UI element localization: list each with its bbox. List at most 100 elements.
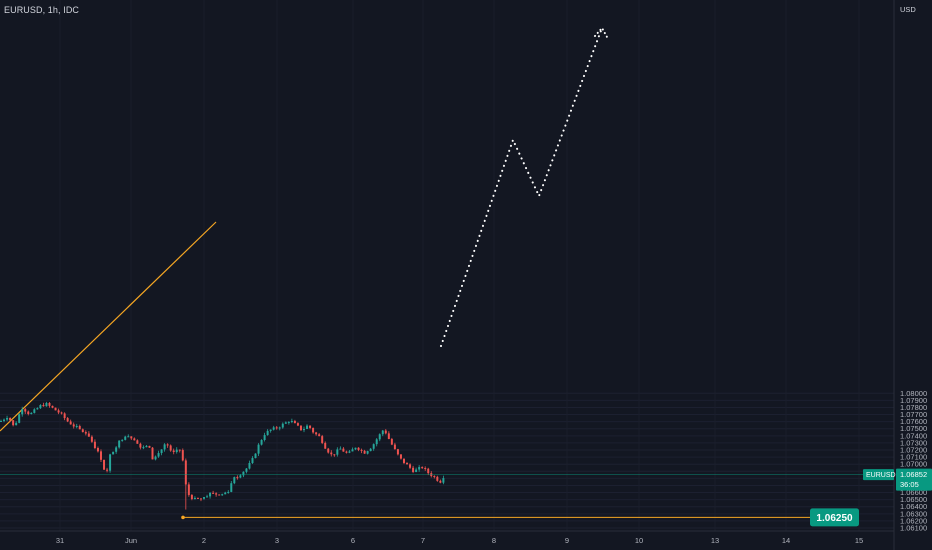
candle-down [60, 412, 63, 414]
time-tick-label: Jun [125, 536, 137, 545]
candle-down [51, 405, 54, 408]
candle-up [281, 423, 284, 428]
candle-down [357, 447, 360, 450]
candle-down [133, 438, 136, 441]
candle-down [42, 405, 45, 407]
candle-up [269, 429, 272, 431]
candle-up [369, 448, 372, 452]
level-label[interactable]: 1.06250 [810, 508, 859, 527]
candle-up [221, 494, 224, 496]
candle-down [72, 424, 75, 427]
candle-down [54, 407, 57, 411]
price-tick-label: 1.08000 [900, 389, 927, 398]
candle-down [390, 438, 393, 445]
candle-up [112, 451, 115, 455]
candle-down [190, 494, 193, 500]
candle-up [15, 422, 18, 426]
candle-down [96, 448, 99, 452]
candle-down [136, 440, 139, 444]
candle-down [212, 492, 215, 494]
time-tick-label: 8 [492, 536, 496, 545]
candle-up [290, 420, 293, 423]
candle-up [36, 408, 39, 410]
level-label-text: 1.06250 [816, 513, 853, 524]
price-tick-label: 1.06100 [900, 524, 927, 533]
candle-up [272, 427, 275, 430]
candle-up [284, 422, 287, 424]
candle-down [199, 498, 202, 500]
time-tick-label: 2 [202, 536, 206, 545]
candle-up [415, 469, 418, 473]
candle-up [251, 458, 254, 464]
candle-down [139, 443, 142, 448]
support-level-anchor[interactable] [181, 515, 185, 520]
candle-down [345, 451, 348, 453]
price-tick-label: 1.07000 [900, 460, 927, 469]
candle-up [163, 444, 166, 450]
candle-up [336, 449, 339, 455]
candle-down [48, 402, 51, 406]
price-tick-label: 1.07500 [900, 424, 927, 433]
candle-up [375, 439, 378, 445]
price-tick-label: 1.06600 [900, 488, 927, 497]
candle-up [121, 439, 124, 441]
current-price-countdown: 36:05 [900, 480, 919, 489]
candle-down [181, 450, 184, 461]
candle-up [118, 440, 121, 448]
candle-up [245, 468, 248, 472]
candle-down [275, 427, 278, 429]
price-tick-label: 1.07300 [900, 438, 927, 447]
candle-up [339, 448, 342, 450]
candle-down [166, 444, 169, 446]
chart-grid [0, 392, 894, 529]
candle-down [151, 447, 154, 460]
price-axis-currency: USD [900, 5, 916, 14]
candle-down [66, 418, 69, 422]
current-price-value: 1.06852 [900, 470, 927, 479]
candle-up [242, 471, 245, 476]
candle-down [424, 468, 427, 470]
candle-down [218, 494, 221, 496]
candle-up [145, 445, 148, 448]
candle-down [384, 430, 387, 434]
candle-up [154, 456, 157, 460]
symbol-info: EURUSD, 1h, IDC [4, 5, 80, 15]
price-axis-ticks: 1.080001.079001.078001.077001.076001.075… [900, 389, 927, 533]
time-axis-ticks: 31 Jun 2 3 6 7 8 9 10 13 14 15 [56, 536, 863, 545]
price-axis-panel[interactable] [894, 0, 932, 550]
candle-down [324, 442, 327, 449]
candle-down [90, 436, 93, 442]
projection-path[interactable] [440, 27, 603, 347]
candle-up [303, 428, 305, 431]
candle-down [78, 426, 81, 430]
candle-up [224, 492, 227, 495]
candlestick-series [0, 401, 445, 510]
candle-down [312, 427, 315, 433]
candle-down [172, 450, 175, 453]
candle-down [439, 480, 442, 483]
candle-down [93, 441, 96, 449]
candle-up [248, 463, 251, 469]
candle-up [306, 425, 309, 429]
candle-up [278, 427, 281, 429]
candle-down [363, 450, 366, 454]
price-tick-label: 1.07900 [900, 396, 927, 405]
candle-down [169, 445, 172, 451]
candle-up [378, 434, 381, 440]
candle-up [230, 483, 233, 492]
projection-arrowhead [594, 26, 608, 38]
candle-down [387, 433, 390, 439]
time-tick-label: 10 [635, 536, 643, 545]
price-tick-label: 1.06200 [900, 516, 927, 525]
candle-down [187, 484, 190, 495]
candle-up [30, 412, 33, 415]
candle-down [69, 421, 72, 425]
current-price-label: EURUSD 1.06852 36:05 [863, 468, 932, 491]
candle-down [296, 423, 299, 426]
candle-down [406, 462, 409, 465]
candle-down [409, 464, 412, 468]
trendline[interactable] [0, 221, 217, 432]
candle-up [203, 497, 206, 499]
candle-up [3, 419, 6, 421]
